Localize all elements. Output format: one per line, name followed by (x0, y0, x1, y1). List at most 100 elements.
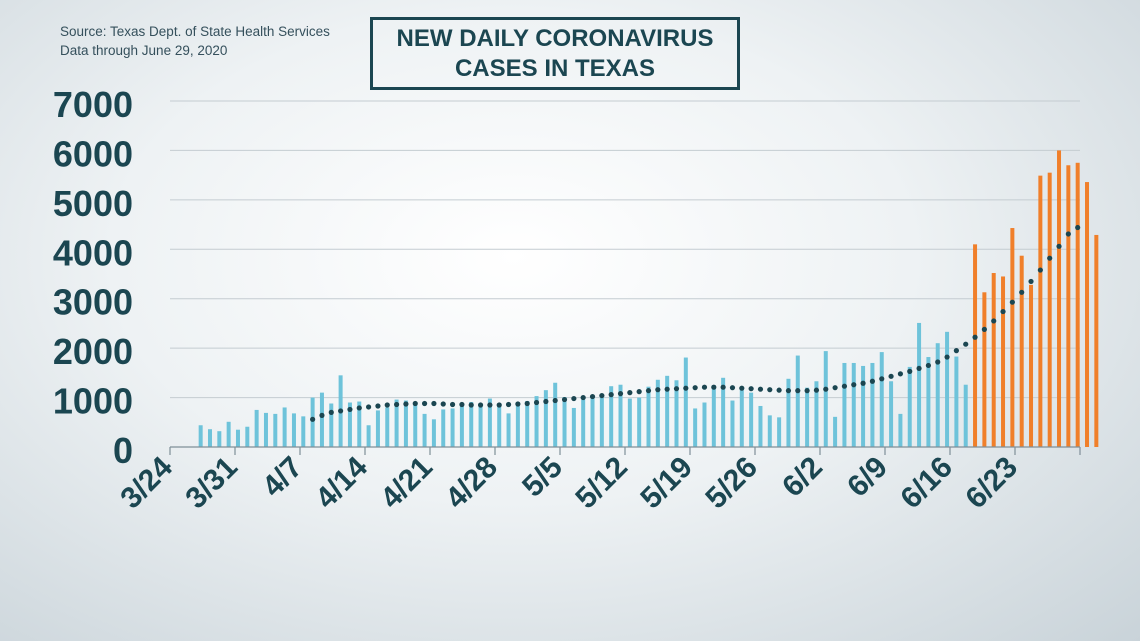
bar-blue (795, 355, 800, 447)
bar-blue (879, 352, 884, 447)
trend-point (748, 386, 754, 392)
trend-point (1009, 299, 1015, 305)
trend-point (673, 386, 680, 392)
trend-point (851, 382, 857, 388)
bar-blue (898, 413, 903, 447)
trend-point (869, 378, 876, 384)
trend-point (552, 397, 558, 404)
bar-blue (758, 405, 763, 447)
trend-point (561, 396, 568, 403)
trend-point (692, 385, 698, 391)
bar-blue (319, 392, 324, 447)
bar-blue (235, 429, 240, 447)
trend-point (496, 402, 502, 408)
bar-blue (385, 407, 390, 447)
x-tick-label: 5/19 (634, 451, 699, 516)
trend-point (310, 416, 316, 422)
x-tick-label: 4/7 (256, 451, 309, 504)
bar-orange (1038, 175, 1043, 447)
trend-point (449, 401, 456, 408)
trend-point (804, 388, 810, 394)
trend-point (916, 365, 922, 372)
bar-blue (431, 419, 436, 447)
y-tick-label: 4000 (53, 232, 133, 273)
x-tick-label: 4/21 (374, 451, 439, 516)
trend-point (487, 402, 493, 408)
bar-blue (478, 405, 483, 447)
bar-blue (749, 392, 754, 447)
bar-blue (403, 400, 408, 447)
trend-point (524, 400, 530, 407)
y-tick-label: 5000 (53, 183, 133, 224)
trend-point (739, 385, 745, 391)
trend-point (981, 326, 987, 332)
bar-blue (543, 390, 548, 447)
bar-blue (889, 381, 894, 447)
bar-orange (1029, 284, 1034, 447)
x-tick-label: 4/28 (439, 451, 504, 516)
trend-line (310, 224, 1081, 422)
trend-point (384, 402, 390, 408)
bar-blue (786, 378, 791, 447)
trend-point (608, 392, 614, 398)
trend-point (907, 368, 913, 374)
trend-point (757, 386, 764, 392)
trend-point (421, 400, 428, 407)
trend-point (1065, 231, 1071, 237)
trend-point (888, 373, 894, 379)
trend-point (860, 380, 866, 386)
bar-blue (207, 429, 212, 447)
trend-point (1000, 308, 1006, 315)
x-tick-label: 5/5 (516, 451, 569, 504)
bar-blue (833, 416, 838, 447)
trend-point (813, 387, 820, 393)
bar-blue (506, 413, 511, 447)
bar-orange (1001, 276, 1006, 447)
trend-point (543, 398, 549, 405)
bar-blue (366, 425, 371, 447)
x-tick-label: 4/14 (309, 450, 374, 515)
bar-blue (777, 417, 782, 447)
trend-point (925, 362, 932, 369)
trend-point (431, 400, 437, 407)
trend-point (645, 388, 652, 394)
bar-orange (1010, 228, 1015, 447)
bar-blue (515, 404, 520, 447)
trend-point (953, 348, 959, 354)
bar-blue (301, 416, 306, 447)
bar-blue (861, 365, 866, 447)
trend-point (328, 409, 334, 415)
bar-blue (599, 397, 604, 447)
bar-blue (198, 425, 203, 447)
bar-blue (534, 396, 539, 447)
bar-blue (851, 362, 856, 447)
trend-point (338, 408, 344, 414)
x-tick-label: 5/12 (569, 451, 634, 516)
bar-blue (637, 397, 642, 447)
bar-blue (665, 375, 670, 447)
trend-point (785, 388, 792, 394)
trend-point (991, 318, 997, 324)
bar-blue (627, 398, 632, 447)
bar-blue (273, 413, 278, 447)
bar-blue (422, 413, 427, 447)
trend-point (319, 412, 325, 418)
bar-blue (291, 413, 296, 447)
bar-blue (282, 407, 287, 447)
bar-blue (525, 401, 530, 447)
bar-blue (954, 356, 959, 447)
x-tick-label: 3/31 (179, 451, 244, 516)
trend-point (617, 391, 624, 397)
trend-point (729, 385, 736, 391)
trend-point (795, 388, 801, 394)
bar-blue (226, 421, 231, 447)
trend-point (589, 393, 596, 400)
bar-orange (1019, 255, 1024, 447)
trend-point (897, 371, 904, 377)
bar-blue (805, 387, 810, 447)
trend-point (477, 402, 484, 408)
bar-blue (450, 408, 455, 447)
bar-orange (1047, 172, 1052, 447)
